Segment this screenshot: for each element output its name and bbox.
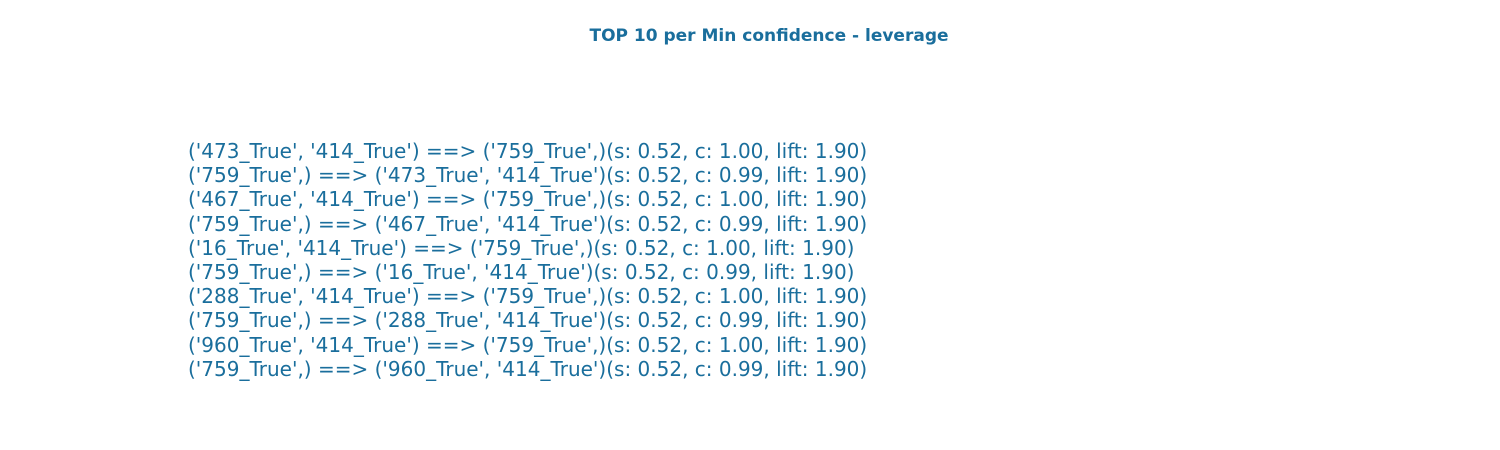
rule-row-5: ('16_True', '414_True') ==> ('759_True',… <box>188 235 855 260</box>
rule-row-4: ('759_True',) ==> ('467_True', '414_True… <box>188 211 868 236</box>
rule-row-8: ('759_True',) ==> ('288_True', '414_True… <box>188 308 868 333</box>
rule-row-1: ('473_True', '414_True') ==> ('759_True'… <box>188 139 868 163</box>
rule-row-6: ('759_True',) ==> ('16_True', '414_True'… <box>188 259 855 284</box>
association-rules-list: ('473_True', '414_True') ==> ('759_True'… <box>188 139 867 381</box>
rule-row-9: ('960_True', '414_True') ==> ('759_True'… <box>188 332 868 357</box>
rule-row-10: ('759_True',) ==> ('960_True', '414_True… <box>188 356 868 381</box>
chart-title: TOP 10 per Min confidence - leverage <box>589 26 949 46</box>
rule-row-3: ('467_True', '414_True') ==> ('759_True'… <box>188 187 868 212</box>
rule-row-2: ('759_True',) ==> ('473_True', '414_True… <box>188 163 868 188</box>
rule-row-7: ('288_True', '414_True') ==> ('759_True'… <box>188 284 868 309</box>
